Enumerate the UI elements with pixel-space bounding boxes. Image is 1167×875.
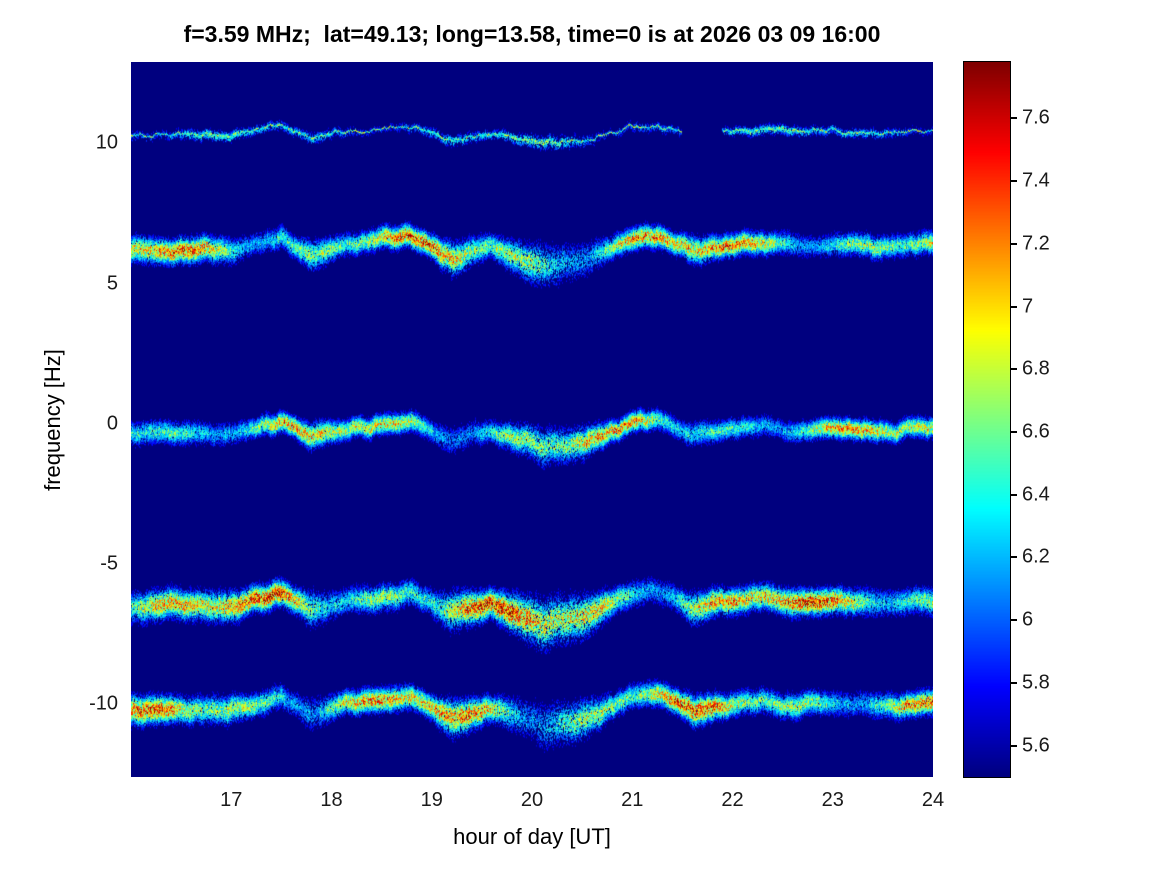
chart-title: f=3.59 MHz; lat=49.13; long=13.58, time=… <box>183 21 881 47</box>
x-tick-label: 21 <box>621 789 644 811</box>
y-tick-label: 5 <box>106 272 118 294</box>
colorbar-tick-mark <box>1011 242 1017 245</box>
x-tick-label: 23 <box>821 789 844 811</box>
colorbar-tick-mark <box>1011 368 1017 371</box>
x-tick-label: 22 <box>721 789 744 811</box>
colorbar-tick-label: 5.6 <box>1022 734 1050 757</box>
colorbar-tick-label: 6.2 <box>1022 545 1050 568</box>
x-tick-label: 20 <box>520 789 544 811</box>
colorbar-tick-mark <box>1011 556 1017 559</box>
x-tick-label: 19 <box>420 789 443 811</box>
colorbar <box>963 61 1011 778</box>
colorbar-tick-label: 7.4 <box>1022 169 1050 192</box>
colorbar-tick-mark <box>1011 305 1017 308</box>
y-tick-label: -5 <box>100 552 118 575</box>
colorbar-tick-label: 6.4 <box>1022 483 1050 506</box>
x-axis-label: hour of day [UT] <box>453 824 611 849</box>
colorbar-tick-label: 6.8 <box>1022 357 1050 380</box>
colorbar-tick-mark <box>1011 431 1017 434</box>
y-tick-label: 0 <box>106 412 118 435</box>
x-tick-label: 17 <box>220 789 243 811</box>
colorbar-tick-mark <box>1011 180 1017 183</box>
colorbar-tick-mark <box>1011 681 1017 684</box>
colorbar-tick-mark <box>1011 117 1017 120</box>
colorbar-tick-label: 7.6 <box>1022 106 1050 129</box>
colorbar-tick-mark <box>1011 619 1017 622</box>
colorbar-tick-label: 7 <box>1022 295 1034 318</box>
colorbar-tick-mark <box>1011 744 1017 747</box>
colorbar-tick-label: 5.8 <box>1022 671 1050 694</box>
y-tick-label: -10 <box>89 692 118 715</box>
colorbar-tick-label: 6 <box>1022 608 1034 631</box>
spectrogram-plot <box>131 62 933 777</box>
x-tick-label: 24 <box>921 789 945 811</box>
colorbar-tick-mark <box>1011 493 1017 496</box>
colorbar-tick-label: 6.6 <box>1022 420 1050 443</box>
colorbar-tick-label: 7.2 <box>1022 232 1050 255</box>
x-tick-label: 18 <box>320 789 343 811</box>
y-tick-label: 10 <box>95 131 118 154</box>
